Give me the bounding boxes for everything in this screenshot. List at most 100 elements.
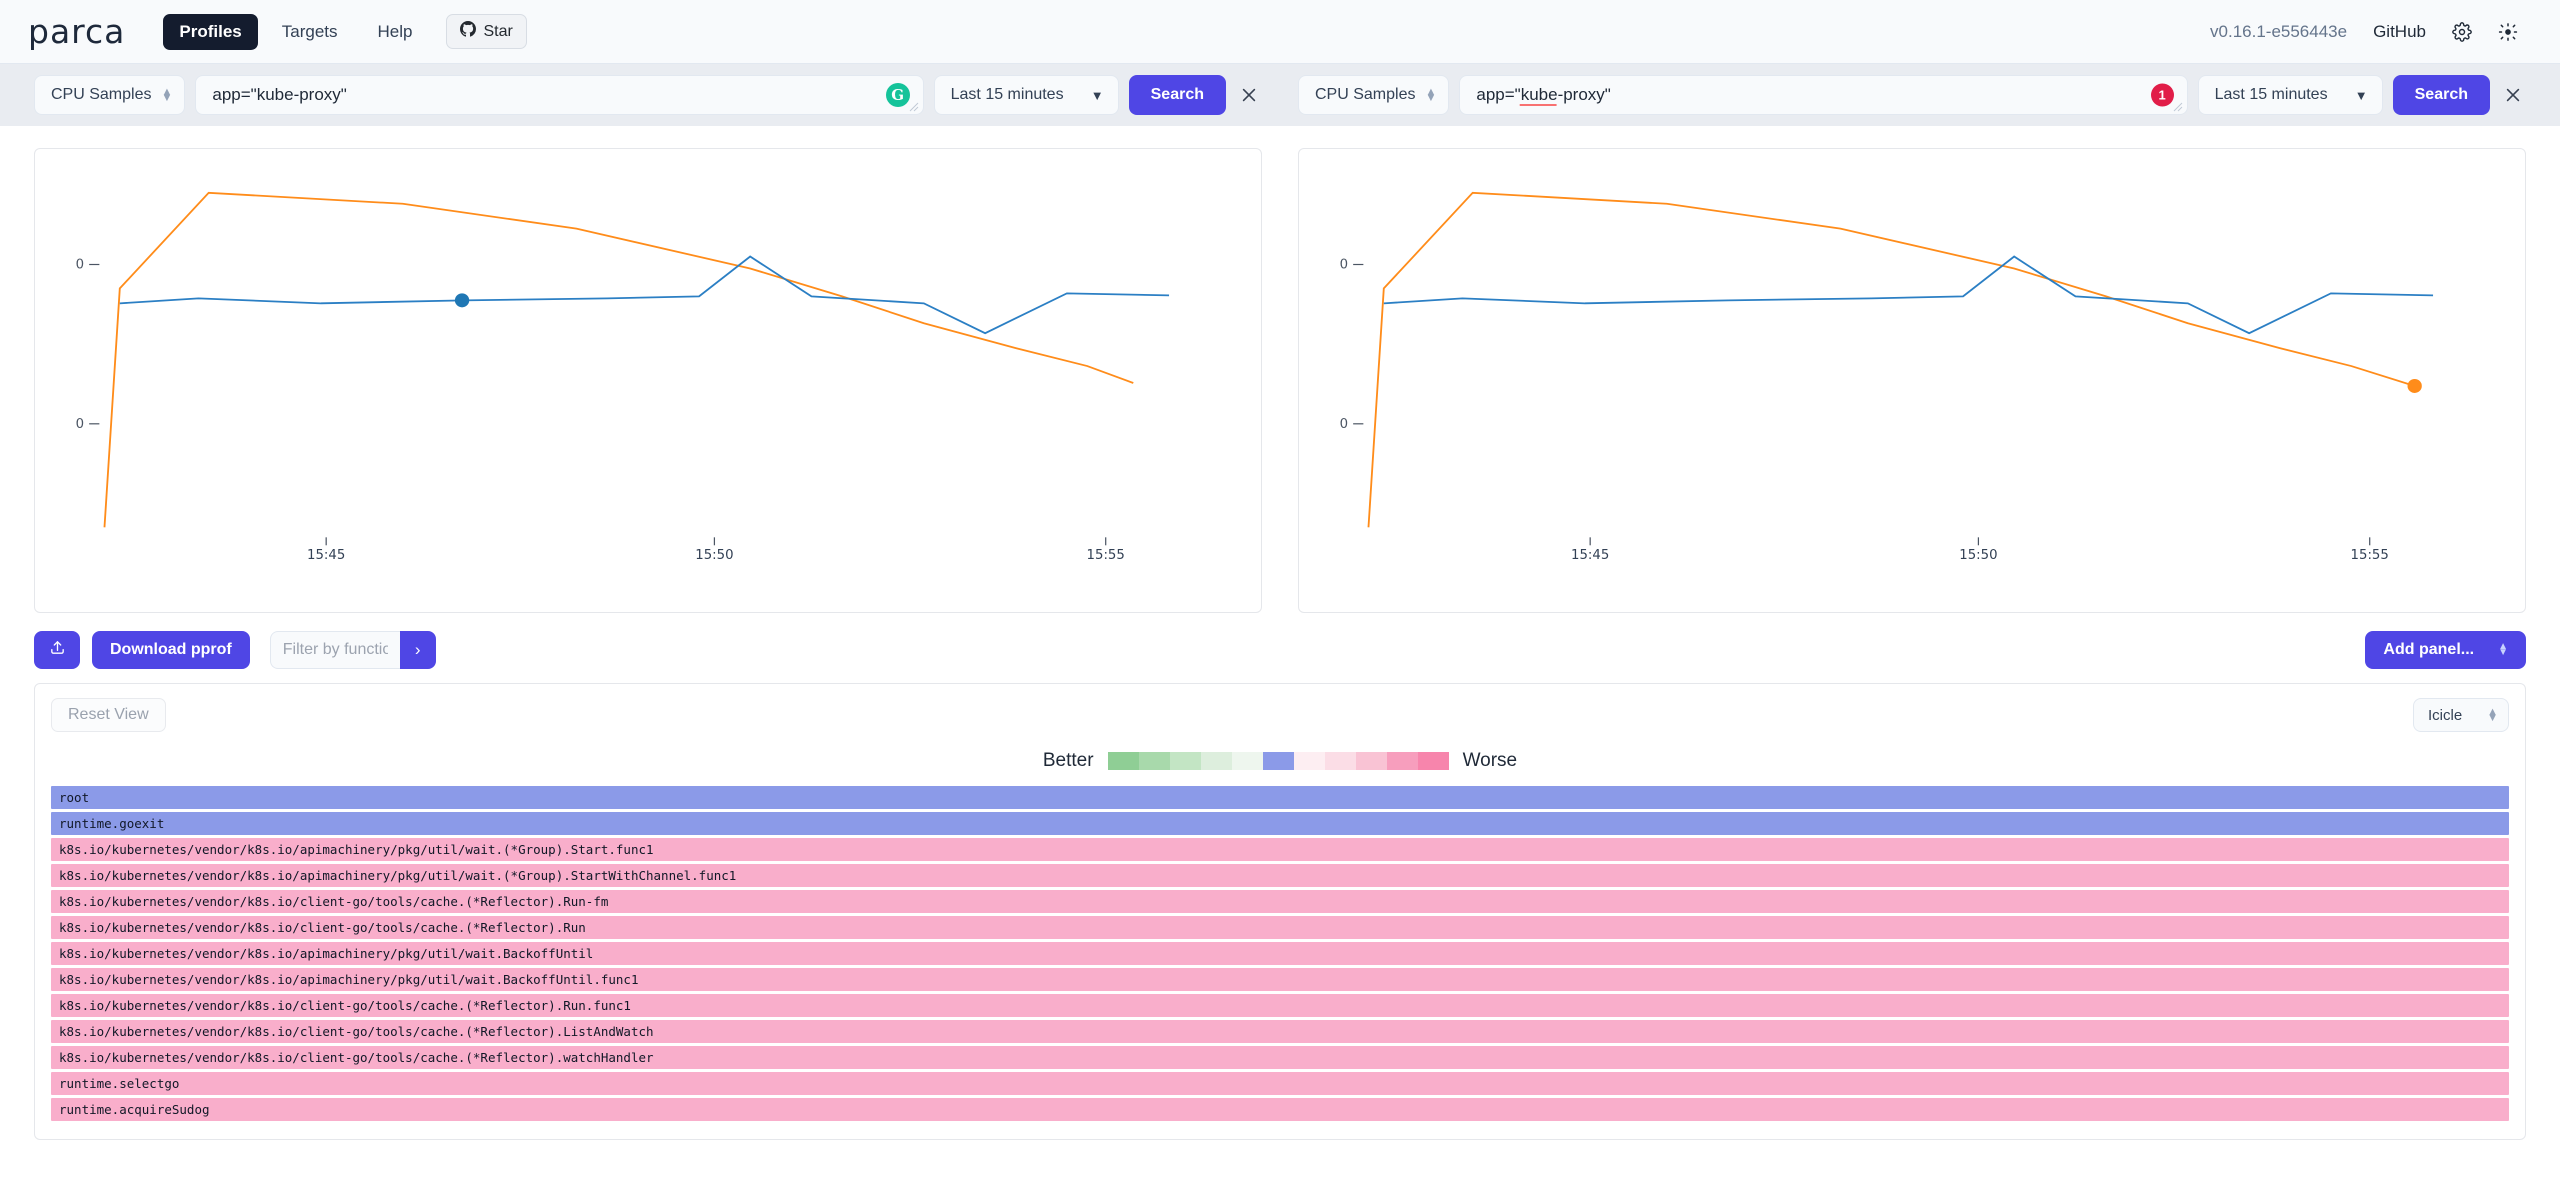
share-icon <box>49 639 66 661</box>
share-button[interactable] <box>34 631 80 669</box>
flamegraph-row-label: runtime.goexit <box>59 816 165 831</box>
svg-text:0: 0 <box>76 417 84 432</box>
x-axis-right: 15:45 15:50 15:55 <box>1571 537 2389 563</box>
legend-swatch-4 <box>1231 752 1263 770</box>
legend-swatch-6 <box>1293 752 1325 770</box>
profile-type-select-left[interactable]: CPU Samples ▲ ▼ <box>34 75 186 115</box>
query-bar: CPU Samples ▲▼ G Last 15 minutes ▼ Searc… <box>0 64 2560 126</box>
flamegraph-row[interactable]: root <box>51 786 2509 809</box>
gear-icon[interactable] <box>2452 21 2472 42</box>
star-label: Star <box>483 22 513 40</box>
flamegraph-header: Reset View Icicle ▲ ▼ <box>51 698 2509 732</box>
toolbar-right: Add panel... ▲ ▼ <box>2365 631 2526 669</box>
github-link[interactable]: GitHub <box>2373 21 2426 41</box>
search-button-left[interactable]: Search <box>1128 75 1226 115</box>
close-panel-button-left[interactable] <box>1236 82 1262 108</box>
filter-by-function-input[interactable] <box>269 631 400 669</box>
legend-swatch-3 <box>1200 752 1232 770</box>
flamegraph-row-label: k8s.io/kubernetes/vendor/k8s.io/client-g… <box>59 1050 654 1065</box>
flamegraph-row[interactable]: k8s.io/kubernetes/vendor/k8s.io/client-g… <box>51 1020 2509 1043</box>
chart-svg-right[interactable]: 0 0 15:45 15:50 15:55 <box>1299 149 2525 612</box>
view-mode-select[interactable]: Icicle ▲ ▼ <box>2413 698 2509 732</box>
flamegraph-row[interactable]: k8s.io/kubernetes/vendor/k8s.io/client-g… <box>51 890 2509 913</box>
nav-link-targets[interactable]: Targets <box>281 21 338 41</box>
metrics-chart-right[interactable]: 0 0 15:45 15:50 15:55 <box>1298 148 2526 613</box>
series-line-orange-right <box>1367 191 2415 528</box>
flamegraph-row-label: k8s.io/kubernetes/vendor/k8s.io/apimachi… <box>59 972 639 987</box>
flamegraph-row-label: k8s.io/kubernetes/vendor/k8s.io/client-g… <box>59 998 631 1013</box>
legend-color-scale <box>1107 752 1449 770</box>
flamegraph-row[interactable]: runtime.goexit <box>51 812 2509 835</box>
flamegraph-row[interactable]: k8s.io/kubernetes/vendor/k8s.io/apimachi… <box>51 838 2509 861</box>
time-range-value-right: Last 15 minutes <box>2214 86 2328 103</box>
svg-text:0: 0 <box>1340 417 1348 432</box>
flamegraph-row[interactable]: k8s.io/kubernetes/vendor/k8s.io/client-g… <box>51 1046 2509 1069</box>
profile-type-value-left: CPU Samples <box>51 86 152 103</box>
nav-right-group: v0.16.1-e556443e GitHub <box>2210 22 2532 42</box>
flamegraph-row-label: k8s.io/kubernetes/vendor/k8s.io/apimachi… <box>59 868 737 883</box>
series-line-blue-right <box>1383 255 2434 335</box>
grammarly-error-count-right[interactable]: 1 <box>2150 83 2174 107</box>
time-range-value-left: Last 15 minutes <box>950 86 1064 103</box>
close-panel-button-right[interactable] <box>2500 82 2526 108</box>
svg-text:15:45: 15:45 <box>1571 548 1609 563</box>
profile-type-select-right[interactable]: CPU Samples ▲ ▼ <box>1298 75 1450 115</box>
download-pprof-button[interactable]: Download pprof <box>92 631 250 669</box>
svg-text:0: 0 <box>1340 258 1348 273</box>
query-input-wrap-right: app="kube-proxy" 1 <box>1459 75 2188 115</box>
filter-submit-button[interactable]: › <box>399 631 436 669</box>
y-axis-left: 0 0 <box>76 258 100 432</box>
legend-swatch-1 <box>1138 752 1170 770</box>
search-button-right[interactable]: Search <box>2392 75 2490 115</box>
profile-type-value-right: CPU Samples <box>1315 86 1416 103</box>
nav-link-help[interactable]: Help <box>377 21 413 41</box>
add-panel-button[interactable]: Add panel... ▲ ▼ <box>2365 631 2526 669</box>
chevron-updown-icon: ▲ ▼ <box>2487 706 2498 724</box>
version-label: v0.16.1-e556443e <box>2210 21 2348 41</box>
chevron-updown-icon: ▲ ▼ <box>1425 86 1437 104</box>
github-star-button[interactable]: Star <box>446 14 527 49</box>
legend-swatch-9 <box>1386 752 1418 770</box>
flamegraph-row[interactable]: k8s.io/kubernetes/vendor/k8s.io/apimachi… <box>51 968 2509 991</box>
chevron-down-icon: ▼ <box>1090 87 1104 103</box>
legend-swatch-7 <box>1324 752 1356 770</box>
chevron-updown-icon: ▲ ▼ <box>2498 641 2508 658</box>
flamegraph-row[interactable]: k8s.io/kubernetes/vendor/k8s.io/client-g… <box>51 916 2509 939</box>
flamegraph-row[interactable]: runtime.acquireSudog <box>51 1098 2509 1121</box>
nav-link-profiles[interactable]: Profiles <box>163 13 258 50</box>
sun-icon[interactable] <box>2498 22 2518 42</box>
query-panel-right: CPU Samples ▲ ▼ app="kube-proxy" 1 Last 1… <box>1280 75 2544 115</box>
filter-group: › <box>269 631 436 669</box>
reset-view-button[interactable]: Reset View <box>51 698 166 732</box>
query-input-left[interactable] <box>195 75 924 115</box>
y-axis-right: 0 0 <box>1340 258 1364 432</box>
flamegraph-row-label: root <box>59 790 90 805</box>
github-icon <box>460 21 477 42</box>
chart-svg-left[interactable]: 0 0 15:45 15:50 15:55 <box>35 149 1261 612</box>
series-line-blue-left <box>119 255 1170 335</box>
selected-point-left[interactable] <box>454 293 470 308</box>
time-range-select-right[interactable]: Last 15 minutes ▼ <box>2197 75 2383 115</box>
parca-logo[interactable]: parca <box>28 12 126 51</box>
svg-text:15:45: 15:45 <box>307 548 345 563</box>
flamegraph-row[interactable]: k8s.io/kubernetes/vendor/k8s.io/apimachi… <box>51 864 2509 887</box>
time-range-select-left[interactable]: Last 15 minutes ▼ <box>933 75 1119 115</box>
flamegraph-row-label: k8s.io/kubernetes/vendor/k8s.io/apimachi… <box>59 946 594 961</box>
flamegraph-row-label: k8s.io/kubernetes/vendor/k8s.io/client-g… <box>59 920 586 935</box>
flamegraph-row[interactable]: k8s.io/kubernetes/vendor/k8s.io/client-g… <box>51 994 2509 1017</box>
svg-text:15:55: 15:55 <box>1087 548 1125 563</box>
selected-point-right[interactable] <box>2407 379 2422 393</box>
flamegraph-row-label: k8s.io/kubernetes/vendor/k8s.io/apimachi… <box>59 842 654 857</box>
main-nav: Profiles Targets Help Star <box>163 13 527 50</box>
diff-color-legend: Better Worse <box>51 750 2509 772</box>
flamegraph-row[interactable]: k8s.io/kubernetes/vendor/k8s.io/apimachi… <box>51 942 2509 965</box>
svg-text:15:55: 15:55 <box>2351 548 2389 563</box>
query-input-right[interactable] <box>1459 75 2188 115</box>
grammarly-icon-left[interactable]: G <box>885 83 910 107</box>
flamegraph-row-label: k8s.io/kubernetes/vendor/k8s.io/client-g… <box>59 1024 654 1039</box>
metrics-chart-left[interactable]: 0 0 15:45 15:50 15:55 <box>34 148 1262 613</box>
add-panel-label: Add panel... <box>2383 641 2475 658</box>
chevron-right-icon: › <box>414 640 421 659</box>
flamegraph-row[interactable]: runtime.selectgo <box>51 1072 2509 1095</box>
legend-swatch-5 <box>1262 752 1294 770</box>
